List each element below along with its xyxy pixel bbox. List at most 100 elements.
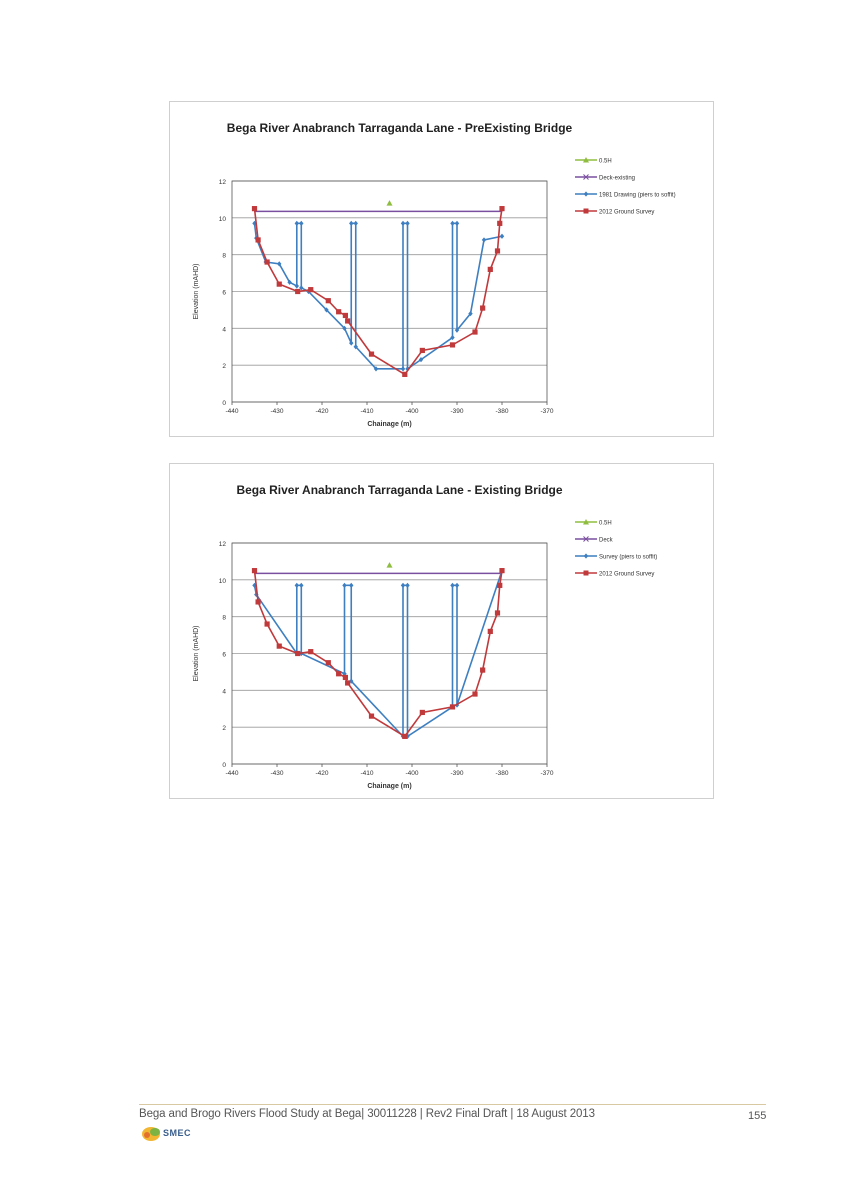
ground-point [368,351,375,357]
ground-point [472,329,478,335]
survey-point [400,220,406,226]
survey-point [299,220,304,226]
smec-logo-icon [142,1127,160,1141]
ground-point [480,667,486,673]
ground-point [487,266,493,272]
survey-point [418,357,424,363]
ground-point [255,237,261,243]
legend-label: 1981 Drawing (piers to soffit) [599,193,676,199]
survey-point [342,671,347,677]
survey-point [299,285,304,291]
legend-label: Deck [599,538,614,544]
ground-point [419,709,425,716]
ground-point [472,691,478,697]
x-tick-label: -370 [540,770,553,777]
ground-point [325,298,331,304]
ground-point [480,305,486,311]
ground-point [449,704,456,710]
ground-point [295,650,301,657]
survey-point [353,220,358,226]
ground-point [336,309,342,315]
y-tick-label: 0 [222,762,226,769]
survey-point [454,582,460,588]
y-tick-label: 2 [222,363,226,370]
legend-marker [583,191,589,197]
ground-point [255,599,261,605]
survey-point [294,582,299,588]
y-tick-label: 4 [222,326,226,333]
ground-point [497,582,503,588]
y-tick-label: 10 [219,216,227,223]
legend-label: Deck-existing [599,176,635,182]
ground-point [499,568,505,574]
x-tick-label: -410 [360,770,373,777]
survey-point [400,366,406,372]
logo-wordmark: SMEC [163,1128,192,1138]
ground-point [276,643,282,649]
ground-point [308,287,314,293]
legend-marker [583,157,589,163]
x-tick-label: -410 [360,408,373,415]
survey-point [287,279,292,285]
y-tick-label: 12 [219,541,227,548]
survey-point [349,582,354,588]
half-h-point [386,562,393,568]
legend-marker [583,536,589,542]
ground-point [325,660,331,666]
ground-point [368,713,375,719]
survey-point [349,220,354,226]
x-tick-label: -390 [450,770,463,777]
legend-marker [583,208,589,214]
ground-point [345,680,351,686]
legend-label: 2012 Ground Survey [599,210,654,216]
ground-point [342,312,348,319]
series-survey-line [253,222,503,371]
legend-label: 0.5H [599,521,612,527]
chart-preexisting-bridge: Bega River Anabranch Tarraganda Lane - P… [169,101,714,437]
x-tick-label: -380 [495,770,508,777]
ground-point [295,288,301,295]
ground-point [497,220,503,226]
ground-point [494,610,501,616]
page-number: 155 [748,1110,767,1122]
ground-point [308,649,314,655]
survey-point [481,237,487,243]
legend-marker [583,519,589,525]
ground-point [251,568,258,574]
chart-title: Bega River Anabranch Tarraganda Lane - E… [236,483,562,497]
survey-point [400,582,406,588]
survey-point [277,261,282,267]
ground-point [402,371,408,377]
legend-marker [583,174,589,180]
y-tick-label: 12 [219,179,227,186]
survey-point [353,344,358,350]
survey-point [405,220,410,226]
series-ground-line [253,570,503,738]
legend-label: 0.5H [599,159,612,165]
footer-citation: Bega and Brogo Rivers Flood Study at Beg… [139,1108,595,1120]
legend-marker [583,553,589,559]
legend-label: Survey (piers to soffit) [599,555,657,561]
x-tick-label: -400 [405,770,418,777]
ground-point [487,628,493,634]
survey-point [342,325,347,331]
ground-point [499,206,505,212]
series-ground-line [253,208,503,376]
y-axis-label: Elevation (mAHD) [193,625,200,681]
y-tick-label: 8 [222,253,226,260]
ground-point [449,342,456,348]
chart-existing-bridge: Bega River Anabranch Tarraganda Lane - E… [169,463,714,799]
x-axis-label: Chainage (m) [367,783,411,790]
chart-title: Bega River Anabranch Tarraganda Lane - P… [227,121,573,135]
ground-point [276,281,282,287]
survey-point [294,283,299,289]
survey-point [405,582,410,588]
ground-point [345,318,351,324]
x-tick-label: -390 [450,408,463,415]
survey-point [450,582,455,588]
ground-point [264,259,270,265]
x-tick-label: -420 [315,770,328,777]
survey-point [454,327,460,333]
x-tick-label: -420 [315,408,328,415]
legend-label: 2012 Ground Survey [599,572,654,578]
